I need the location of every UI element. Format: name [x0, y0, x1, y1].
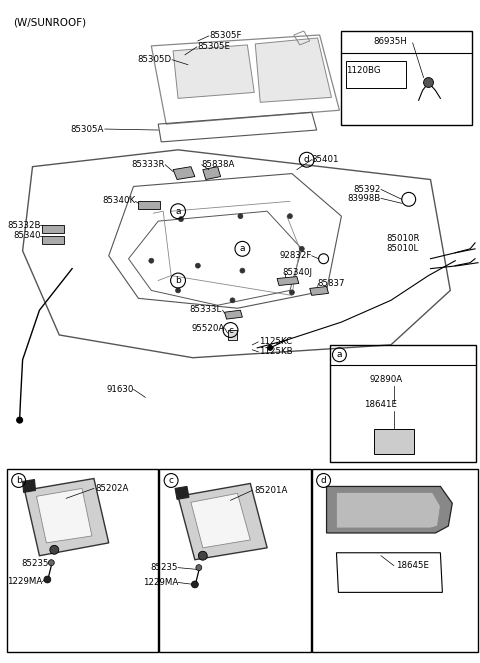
Text: 95520A: 95520A	[192, 324, 225, 333]
Polygon shape	[191, 493, 250, 548]
Bar	[329, 345, 476, 461]
Polygon shape	[310, 286, 328, 295]
Polygon shape	[203, 166, 221, 180]
Bar	[7, 469, 158, 652]
Circle shape	[198, 552, 207, 560]
Text: 85837: 85837	[318, 279, 345, 288]
Text: 85305A: 85305A	[71, 125, 104, 133]
Text: 92890A: 92890A	[369, 375, 402, 384]
Text: 92832F: 92832F	[279, 251, 312, 261]
Text: c: c	[228, 326, 233, 335]
Polygon shape	[225, 310, 242, 319]
Text: 83998B: 83998B	[348, 194, 381, 203]
Circle shape	[289, 290, 294, 295]
Circle shape	[288, 213, 292, 219]
Text: 1229MA: 1229MA	[143, 578, 178, 587]
Text: c: c	[168, 476, 174, 485]
Text: 85305E: 85305E	[198, 42, 231, 51]
Text: 85333L: 85333L	[189, 305, 222, 314]
Circle shape	[300, 247, 304, 251]
Bar	[228, 330, 238, 340]
Text: a: a	[336, 350, 342, 359]
Text: d: d	[304, 155, 310, 164]
Text: 85340J: 85340J	[282, 268, 312, 277]
Text: 1229MA: 1229MA	[7, 577, 42, 586]
Polygon shape	[336, 493, 440, 528]
Text: b: b	[16, 476, 22, 485]
Text: (W/SUNROOF): (W/SUNROOF)	[12, 17, 86, 27]
Circle shape	[195, 263, 200, 268]
Bar	[138, 202, 160, 210]
Text: d: d	[321, 476, 326, 485]
Bar	[374, 429, 414, 453]
Bar	[341, 31, 472, 125]
Polygon shape	[173, 45, 254, 98]
Text: 85332B: 85332B	[7, 221, 40, 229]
Text: a: a	[240, 245, 245, 253]
Circle shape	[179, 217, 183, 221]
Text: 85838A: 85838A	[202, 160, 235, 169]
Text: a: a	[175, 207, 181, 215]
Circle shape	[196, 565, 202, 571]
Circle shape	[423, 78, 433, 88]
Polygon shape	[277, 276, 299, 286]
Text: 1120BG: 1120BG	[347, 66, 381, 75]
Circle shape	[50, 546, 59, 554]
Polygon shape	[173, 166, 195, 180]
Polygon shape	[36, 489, 92, 543]
Circle shape	[230, 298, 235, 303]
Bar	[42, 225, 64, 233]
Text: 85235: 85235	[151, 563, 178, 572]
Circle shape	[192, 581, 198, 588]
Text: 91630: 91630	[106, 385, 133, 394]
Text: 18645E: 18645E	[396, 561, 429, 570]
Polygon shape	[23, 479, 36, 493]
Text: 85401: 85401	[312, 155, 339, 164]
Text: 86935H: 86935H	[373, 37, 407, 46]
Text: 85305D: 85305D	[137, 55, 171, 64]
Text: 85202A: 85202A	[96, 484, 129, 493]
Polygon shape	[255, 38, 332, 102]
Text: 18641E: 18641E	[364, 400, 397, 409]
Bar	[159, 469, 311, 652]
Text: 85340K: 85340K	[102, 196, 135, 205]
Circle shape	[240, 268, 245, 273]
Circle shape	[176, 288, 180, 293]
Text: 85201A: 85201A	[254, 486, 288, 495]
Text: 1125KB: 1125KB	[259, 347, 293, 356]
Circle shape	[44, 576, 51, 583]
Bar	[312, 469, 478, 652]
Circle shape	[17, 417, 23, 423]
Polygon shape	[175, 487, 189, 499]
Polygon shape	[326, 487, 452, 533]
Text: 85305F: 85305F	[210, 31, 242, 40]
Polygon shape	[178, 483, 267, 560]
Text: 1125KC: 1125KC	[259, 337, 292, 346]
Text: b: b	[175, 276, 181, 285]
Circle shape	[149, 258, 154, 263]
Circle shape	[268, 345, 273, 350]
Bar	[347, 61, 406, 88]
Circle shape	[238, 213, 243, 219]
Polygon shape	[24, 479, 109, 556]
Text: 85340: 85340	[13, 231, 40, 241]
Circle shape	[48, 560, 54, 566]
Text: 85333R: 85333R	[132, 160, 165, 169]
Text: 85392: 85392	[354, 185, 381, 194]
Text: 85010R: 85010R	[386, 235, 420, 243]
Bar	[42, 236, 64, 244]
Text: 85235: 85235	[22, 559, 49, 568]
Text: 85010L: 85010L	[386, 245, 418, 253]
